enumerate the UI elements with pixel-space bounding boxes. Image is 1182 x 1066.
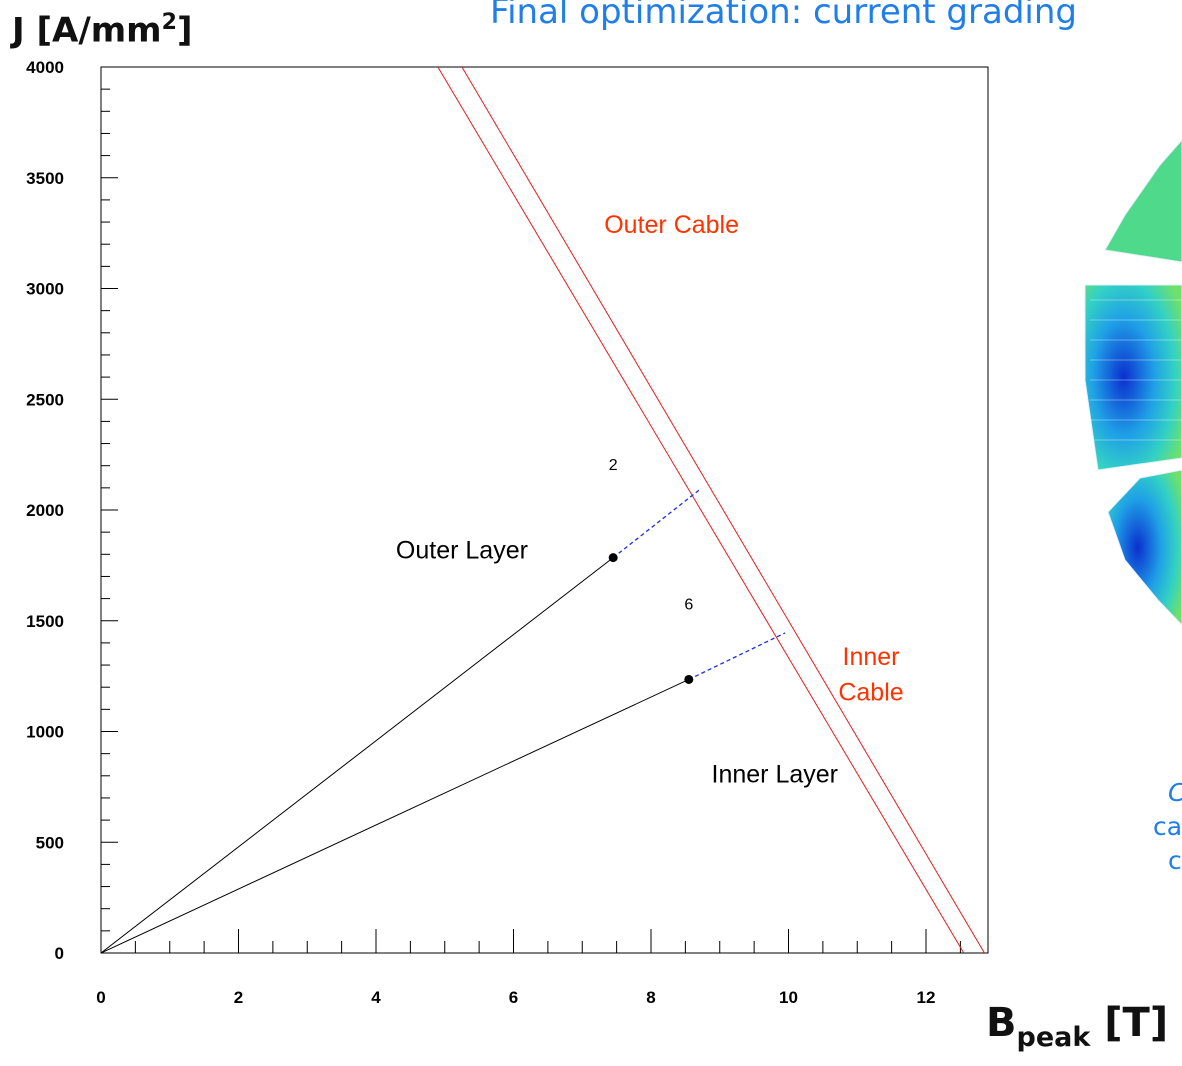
- y-tick-label: 4000: [26, 58, 64, 77]
- y-tick-label: 1000: [26, 723, 64, 742]
- x-tick-label: 6: [509, 988, 518, 1007]
- x-tick-label: 2: [234, 988, 243, 1007]
- series-margin-line: [612, 489, 700, 559]
- coil-illustration: [1084, 139, 1182, 626]
- coil-segment-middle: [1084, 284, 1182, 471]
- y-axis-title: J [A/mm2]: [12, 10, 192, 50]
- x-tick-label: 8: [646, 988, 655, 1007]
- x-axis-title-sub: peak: [1016, 1022, 1091, 1053]
- slide-title: Final optimization: current grading: [490, 0, 1077, 32]
- y-tick-label: 0: [55, 944, 64, 963]
- y-tick-label: 3500: [26, 169, 64, 188]
- y-axis-title-sup: 2: [161, 10, 177, 35]
- series-outer-layer-line: [101, 557, 614, 953]
- x-tick-label: 10: [779, 988, 798, 1007]
- coil-segment-top: [1104, 139, 1182, 263]
- y-tick-label: 3000: [26, 280, 64, 299]
- y-tick-label: 500: [36, 833, 64, 852]
- series-margin-line: [688, 632, 786, 681]
- y-tick-label: 1500: [26, 612, 64, 631]
- operating-point-marker: [608, 553, 618, 563]
- x-tick-label: 0: [96, 988, 105, 1007]
- annotation-label: 6: [684, 597, 693, 614]
- plot-area: [101, 67, 985, 953]
- series-inner-layer-line: [101, 678, 690, 953]
- annotation-label: Inner Layer: [712, 760, 838, 788]
- side-text: C ca c: [1128, 776, 1182, 878]
- x-tick-label: 12: [917, 988, 936, 1007]
- y-tick-label: 2500: [26, 390, 64, 409]
- y-axis-title-end: ]: [176, 10, 193, 51]
- x-axis-title-main: B: [986, 1000, 1017, 1046]
- series-outer-cable-line: [437, 67, 965, 953]
- annotation-label: Inner: [843, 643, 900, 671]
- x-axis-title: Bpeak [T]: [986, 1000, 1169, 1053]
- annotation-label: 2: [609, 457, 618, 474]
- side-text-line-1: C: [1128, 776, 1182, 810]
- x-axis-title-end: [T]: [1090, 1000, 1169, 1046]
- x-tick-label: 4: [371, 988, 381, 1007]
- y-tick-label: 2000: [26, 501, 64, 520]
- series-inner-cable-line: [461, 67, 985, 953]
- coil-segment-bottom: [1107, 469, 1182, 626]
- y-axis-title-main: J [A/mm: [12, 10, 162, 51]
- annotation-label: Outer Layer: [396, 537, 528, 565]
- plot-frame: [100, 66, 989, 954]
- annotation-label: Cable: [838, 678, 903, 706]
- side-text-line-2: ca: [1153, 812, 1182, 841]
- side-text-line-3: c: [1168, 846, 1182, 875]
- operating-point-marker: [684, 674, 694, 684]
- annotation-label: Outer Cable: [604, 211, 739, 239]
